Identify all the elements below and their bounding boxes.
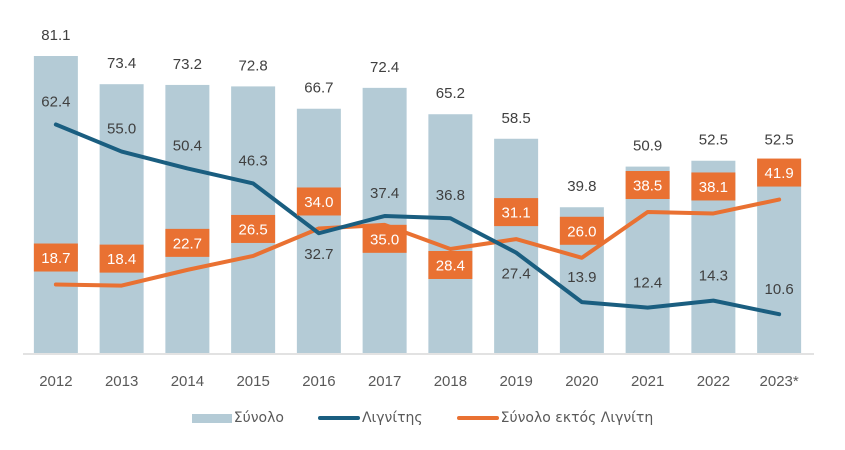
x-tick-2014: 2014 bbox=[171, 373, 204, 390]
legend: Σύνολο Λιγνίτης Σύνολο εκτός Λιγνίτη bbox=[0, 410, 845, 426]
label-lignite-2013: 55.0 bbox=[107, 121, 136, 138]
label-box-non-lignite bbox=[296, 187, 341, 216]
legend-label-lignite: Λιγνίτης bbox=[361, 410, 423, 426]
label-lignite-2019: 27.4 bbox=[502, 266, 531, 283]
label-non-lignite-2017: 35.0 bbox=[362, 224, 407, 253]
label-text-non-lignite: 31.1 bbox=[502, 205, 531, 222]
label-box-non-lignite bbox=[625, 171, 670, 200]
label-text-non-lignite: 34.0 bbox=[304, 194, 333, 211]
label-non-lignite-2018: 28.4 bbox=[428, 250, 473, 279]
legend-label-total: Σύνολο bbox=[233, 410, 284, 426]
label-non-lignite-2015: 26.5 bbox=[231, 214, 276, 243]
x-tick-2015: 2015 bbox=[236, 373, 269, 390]
x-tick-2019: 2019 bbox=[499, 373, 532, 390]
label-lignite-2017: 37.4 bbox=[370, 185, 399, 202]
label-lignite-2023*: 10.6 bbox=[765, 281, 794, 298]
label-total-2021: 50.9 bbox=[633, 138, 662, 155]
label-total-2015: 72.8 bbox=[239, 57, 268, 74]
label-lignite-2018: 36.8 bbox=[436, 187, 465, 204]
label-non-lignite-2022: 38.1 bbox=[691, 172, 736, 201]
label-total-2018: 65.2 bbox=[436, 85, 465, 102]
x-tick-2016: 2016 bbox=[302, 373, 335, 390]
label-text-non-lignite: 18.4 bbox=[107, 251, 136, 268]
label-non-lignite-2021: 38.5 bbox=[625, 171, 670, 200]
x-tick-2021: 2021 bbox=[631, 373, 664, 390]
label-box-non-lignite bbox=[428, 250, 473, 279]
line-lignite bbox=[53, 122, 782, 317]
label-total-2016: 66.7 bbox=[304, 80, 333, 97]
label-text-non-lignite: 41.9 bbox=[765, 165, 794, 182]
line-non-lignite bbox=[53, 197, 782, 288]
x-tick-2022: 2022 bbox=[697, 373, 730, 390]
label-lignite-2016: 32.7 bbox=[304, 246, 333, 263]
label-box-non-lignite bbox=[99, 244, 144, 273]
label-lignite-2020: 13.9 bbox=[567, 269, 596, 286]
bar-total-2013 bbox=[99, 84, 144, 353]
label-non-lignite-2019: 31.1 bbox=[494, 198, 539, 227]
bar-total-2012 bbox=[33, 56, 78, 353]
label-text-non-lignite: 26.0 bbox=[567, 223, 596, 240]
legend-label-non-lignite: Σύνολο εκτός Λιγνίτη bbox=[500, 410, 654, 426]
label-lignite-2021: 12.4 bbox=[633, 275, 662, 292]
label-box-non-lignite bbox=[494, 198, 539, 227]
bar-total-2014 bbox=[165, 84, 210, 354]
label-text-non-lignite: 18.7 bbox=[41, 250, 70, 267]
legend-swatch-non-lignite bbox=[456, 416, 499, 420]
label-text-non-lignite: 38.1 bbox=[699, 179, 728, 196]
label-non-lignite-2014: 22.7 bbox=[165, 228, 210, 257]
label-non-lignite-2013: 18.4 bbox=[99, 244, 144, 273]
label-box-non-lignite bbox=[691, 172, 736, 201]
bar-total-2018 bbox=[428, 114, 473, 353]
legend-item-lignite: Λιγνίτης bbox=[317, 410, 423, 426]
label-non-lignite-2023*: 41.9 bbox=[757, 158, 802, 187]
label-total-2023*: 52.5 bbox=[765, 132, 794, 149]
label-lignite-2014: 50.4 bbox=[173, 137, 202, 154]
x-tick-2018: 2018 bbox=[434, 373, 467, 390]
label-text-non-lignite: 28.4 bbox=[436, 257, 465, 274]
legend-item-non-lignite: Σύνολο εκτός Λιγνίτη bbox=[456, 410, 654, 426]
label-total-2017: 72.4 bbox=[370, 59, 399, 76]
label-total-2019: 58.5 bbox=[502, 110, 531, 127]
label-non-lignite-2012: 18.7 bbox=[33, 243, 78, 272]
label-total-2014: 73.2 bbox=[173, 56, 202, 73]
x-tick-2023*: 2023* bbox=[760, 373, 799, 390]
label-non-lignite-2016: 34.0 bbox=[296, 187, 341, 216]
x-tick-2012: 2012 bbox=[39, 373, 72, 390]
legend-swatch-lignite bbox=[317, 416, 360, 420]
label-text-non-lignite: 22.7 bbox=[173, 235, 202, 252]
label-total-2020: 39.8 bbox=[567, 178, 596, 195]
label-non-lignite-2020: 26.0 bbox=[559, 216, 604, 245]
label-text-non-lignite: 38.5 bbox=[633, 178, 662, 195]
label-total-2013: 73.4 bbox=[107, 55, 136, 72]
label-text-non-lignite: 35.0 bbox=[370, 231, 399, 248]
label-lignite-2015: 46.3 bbox=[239, 152, 268, 169]
label-box-non-lignite bbox=[559, 216, 604, 245]
x-tick-2013: 2013 bbox=[105, 373, 138, 390]
x-tick-2017: 2017 bbox=[368, 373, 401, 390]
label-lignite-2012: 62.4 bbox=[41, 93, 70, 110]
legend-item-total: Σύνολο bbox=[191, 410, 284, 426]
label-box-non-lignite bbox=[757, 158, 802, 187]
label-total-2012: 81.1 bbox=[41, 27, 70, 44]
x-tick-2020: 2020 bbox=[565, 373, 598, 390]
legend-swatch-total bbox=[191, 413, 232, 423]
label-text-non-lignite: 26.5 bbox=[239, 221, 268, 238]
bar-total-2023* bbox=[757, 160, 802, 353]
label-lignite-2022: 14.3 bbox=[699, 268, 728, 285]
label-box-non-lignite bbox=[362, 224, 407, 253]
label-total-2022: 52.5 bbox=[699, 132, 728, 149]
label-box-non-lignite bbox=[33, 243, 78, 272]
combo-chart: 81.1 73.4 73.2 72.8 66.7 72.4 65.2 58.5 39.8 50.9… bbox=[23, 27, 814, 390]
label-box-non-lignite bbox=[165, 228, 210, 257]
label-box-non-lignite bbox=[231, 214, 276, 243]
